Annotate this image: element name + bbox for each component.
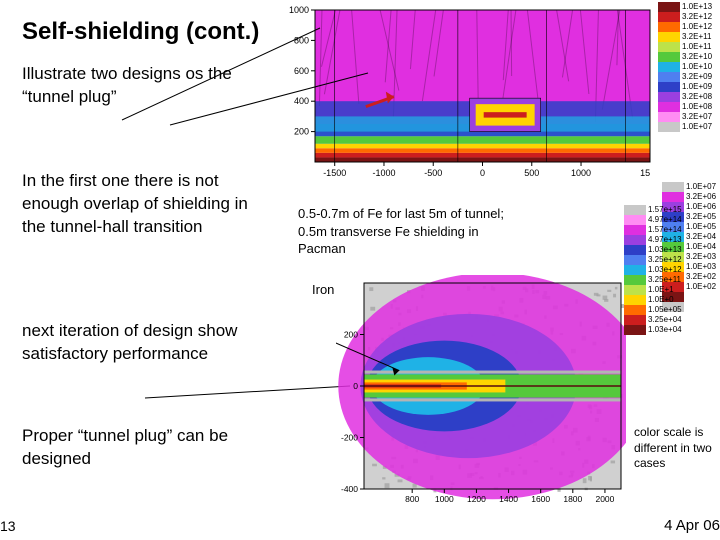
svg-text:1600: 1600 (531, 494, 550, 504)
svg-text:200: 200 (344, 330, 358, 340)
svg-text:-400: -400 (341, 484, 358, 494)
svg-text:1800: 1800 (563, 494, 582, 504)
svg-text:0: 0 (353, 381, 358, 391)
svg-text:-200: -200 (341, 433, 358, 443)
svg-text:1200: 1200 (467, 494, 486, 504)
svg-text:1400: 1400 (499, 494, 518, 504)
bottom-flux-map: 800 1000 1200 1400 1600 1800 2000 -400 -200 0 200 (336, 275, 626, 507)
svg-text:800: 800 (405, 494, 419, 504)
svg-text:2000: 2000 (595, 494, 614, 504)
svg-text:1000: 1000 (435, 494, 454, 504)
bottom-legend: 1.57e+154.97e+141.57e+144.97e+131.03e+13… (624, 205, 682, 335)
